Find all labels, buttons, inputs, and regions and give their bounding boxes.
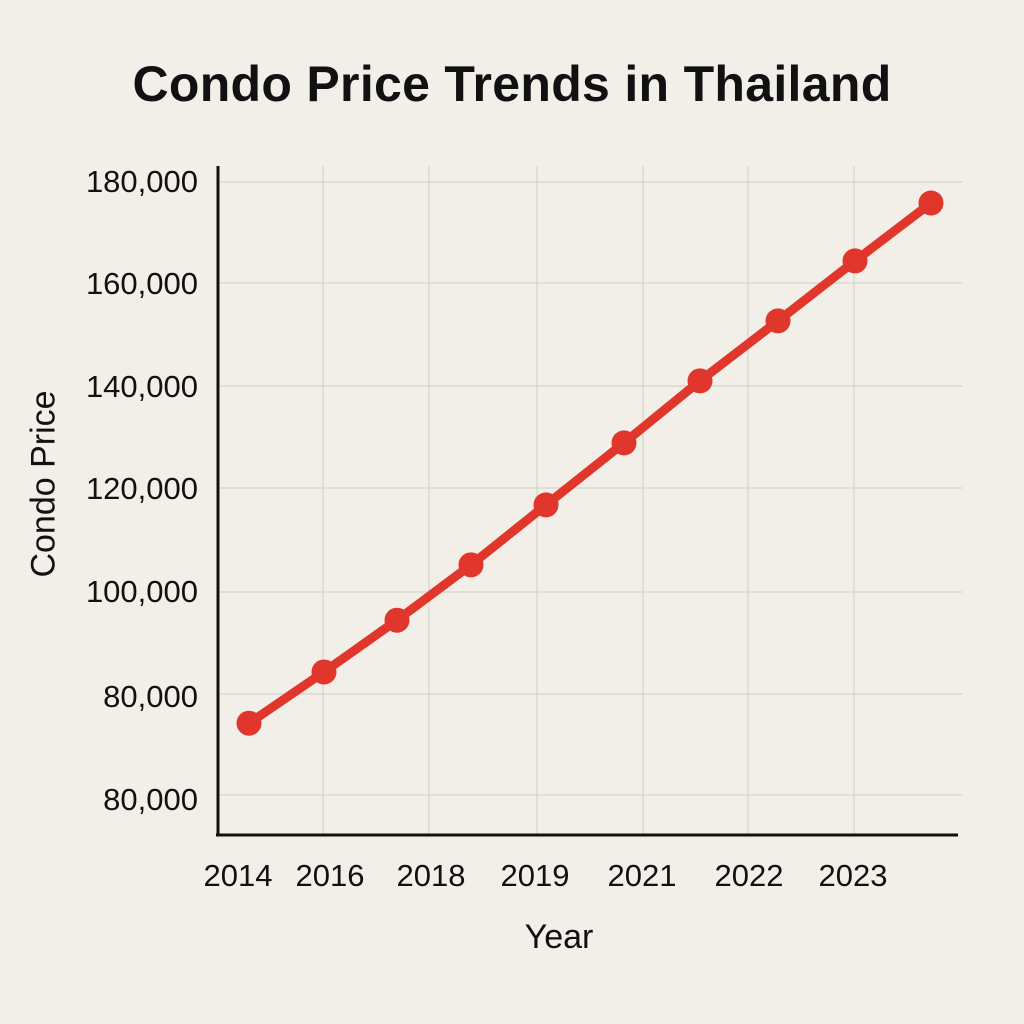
x-tick-label: 2022	[714, 858, 784, 893]
data-point	[765, 308, 791, 334]
x-tick-label: 2019	[500, 858, 570, 893]
data-markers	[236, 190, 944, 736]
x-tick-label: 2016	[295, 858, 365, 893]
y-tick-label: 80,000	[103, 679, 198, 714]
data-point	[384, 607, 410, 633]
x-tick-label: 2018	[396, 858, 466, 893]
y-tick-label: 80,000	[103, 782, 198, 817]
data-point	[236, 710, 262, 736]
x-tick-label: 2014	[203, 858, 273, 893]
chart-title: Condo Price Trends in Thailand	[132, 56, 892, 112]
data-point	[918, 190, 944, 216]
data-point	[458, 552, 484, 578]
x-tick-label: 2021	[607, 858, 677, 893]
data-point	[611, 430, 637, 456]
x-axis-label: Year	[524, 918, 594, 956]
data-point	[311, 659, 337, 685]
y-tick-label: 180,000	[85, 164, 198, 199]
y-tick-label: 160,000	[85, 266, 198, 301]
data-point	[842, 248, 868, 274]
x-tick-label: 2023	[818, 858, 888, 893]
data-point	[687, 368, 713, 394]
y-tick-label: 140,000	[85, 369, 198, 404]
series-line	[244, 198, 936, 728]
y-tick-label: 120,000	[85, 471, 198, 506]
y-tick-label: 100,000	[85, 574, 198, 609]
data-point	[533, 492, 559, 518]
